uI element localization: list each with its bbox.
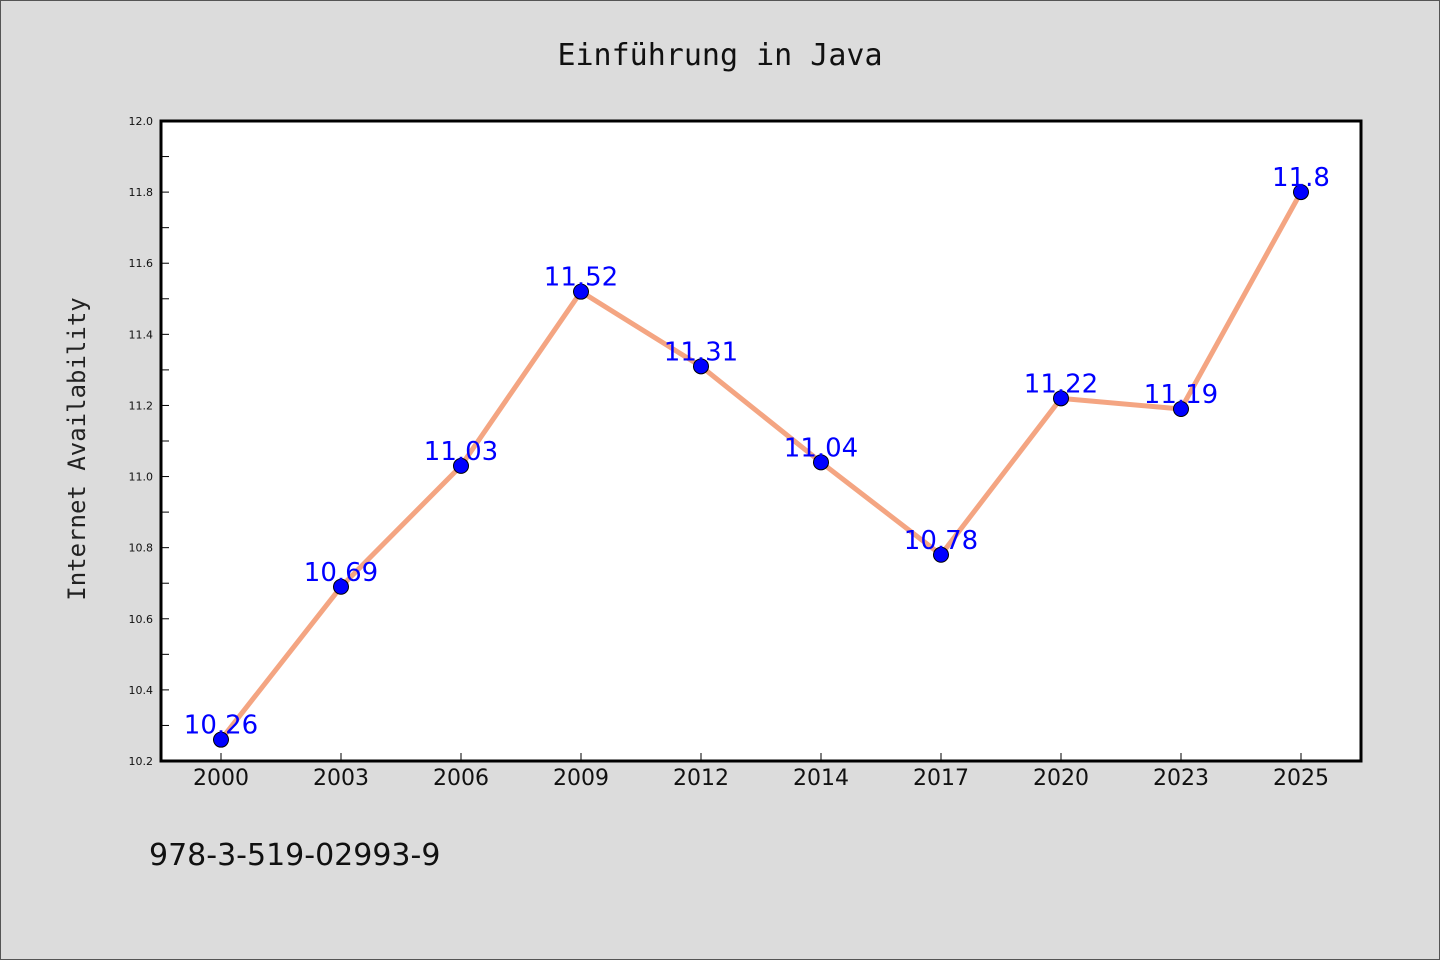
- chart-title: Einführung in Java: [557, 38, 882, 73]
- data-point: [573, 283, 589, 300]
- series-line: [218, 189, 1304, 743]
- x-tick-label: 2020: [1033, 766, 1089, 791]
- data-point: [333, 578, 349, 595]
- data-point: [813, 454, 829, 471]
- x-tick-label: 2006: [433, 766, 489, 791]
- data-point: [453, 457, 469, 474]
- x-tick-label: 2009: [553, 766, 609, 791]
- y-tick-label: 11.2: [129, 399, 154, 412]
- data-point: [1293, 184, 1309, 201]
- data-point: [1173, 401, 1189, 417]
- data-point: [1053, 390, 1069, 407]
- y-tick-label: 10.8: [129, 542, 154, 555]
- x-tick-label: 2000: [193, 766, 249, 791]
- data-label: 10.26: [184, 711, 258, 741]
- y-tick-label: 11.8: [129, 186, 154, 199]
- x-tick-label: 2023: [1153, 766, 1209, 791]
- x-tick-label: 2012: [673, 766, 729, 791]
- series-markers: [213, 184, 1309, 748]
- y-axis-label: Internet Availability: [63, 297, 91, 600]
- x-tick-label: 2017: [913, 766, 969, 791]
- y-tick-label: 12.0: [129, 115, 154, 128]
- data-label: 11.04: [784, 433, 858, 463]
- x-tick-label: 2014: [793, 766, 849, 791]
- y-tick-label: 10.4: [129, 684, 154, 697]
- x-tick-label: 2025: [1273, 766, 1329, 791]
- y-tick-label: 11.6: [129, 257, 154, 270]
- data-point: [933, 546, 949, 563]
- data-label: 11.19: [1144, 380, 1218, 410]
- y-tick-label: 11.4: [129, 328, 154, 341]
- data-label: 11.31: [664, 337, 738, 367]
- data-label: 11.8: [1272, 163, 1330, 193]
- y-tick-label: 10.6: [129, 613, 154, 626]
- data-label: 11.22: [1024, 369, 1098, 399]
- data-label: 11.03: [424, 437, 498, 467]
- y-tick-label: 10.2: [129, 755, 154, 768]
- data-label: 10.78: [904, 526, 978, 556]
- data-labels: 10.26 10.69 11.03 11.52 11.31 11.04 10.78 11.22…: [184, 163, 1330, 741]
- data-point: [213, 731, 229, 748]
- isbn-text: 978-3-519-02993-9: [149, 838, 440, 873]
- x-tick-label: 2003: [313, 766, 369, 791]
- plot-area: [159, 119, 1363, 763]
- data-label: 11.52: [544, 263, 618, 293]
- data-label: 10.69: [304, 558, 378, 588]
- y-axis-ticks: 10.2 10.4 10.6 10.8 11.0 11.2 11.4 11.6 11.8 12.0: [129, 115, 169, 768]
- y-tick-label: 11.0: [129, 471, 154, 484]
- series-line-group: [218, 189, 1304, 743]
- data-point: [693, 358, 709, 375]
- x-axis-ticks: 2000 2003 2006 2009 2012 2014 2017 2020 2023 2025: [193, 753, 1329, 791]
